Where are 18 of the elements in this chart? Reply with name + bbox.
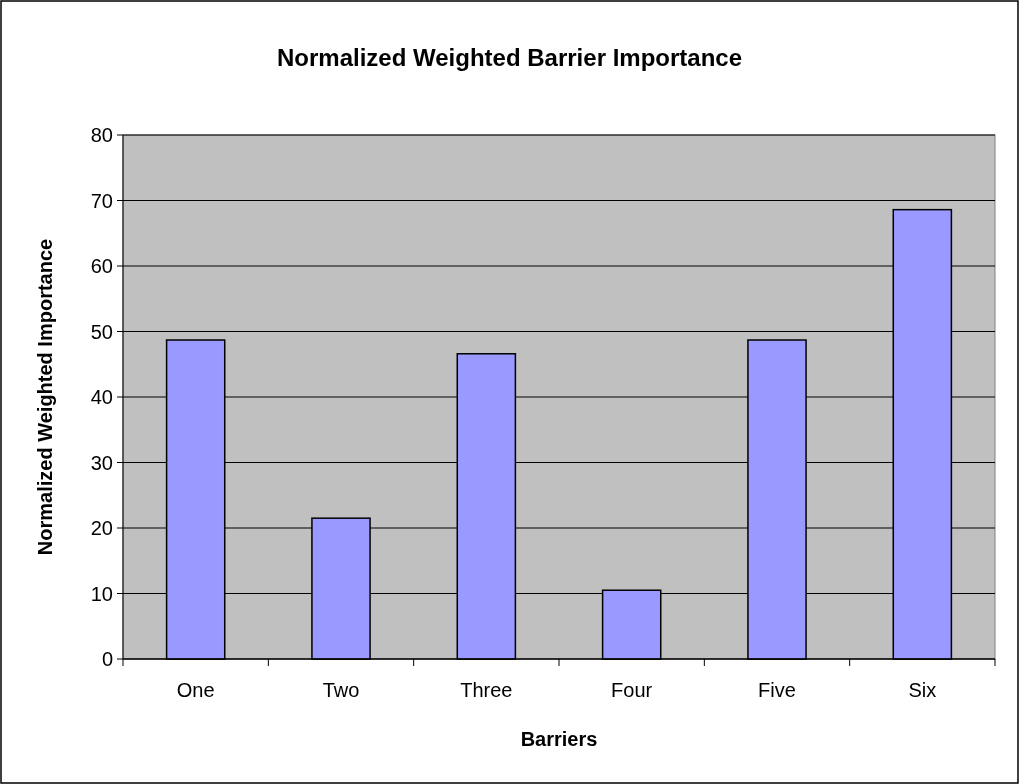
x-tick-label: Three xyxy=(460,679,513,701)
y-tick-label: 40 xyxy=(90,386,113,408)
y-tick-label: 50 xyxy=(90,320,113,343)
y-tick-label: 20 xyxy=(90,517,113,539)
x-tick-label: One xyxy=(176,679,215,701)
x-tick-label: Four xyxy=(611,679,653,701)
x-tick-label: Five xyxy=(758,679,796,701)
y-tick-label: 60 xyxy=(90,255,113,277)
y-tick-label: 10 xyxy=(90,582,113,605)
x-tick-label: Two xyxy=(322,679,360,701)
x-axis-title: Barriers xyxy=(520,728,598,750)
y-tick-label: 80 xyxy=(90,124,113,146)
chart-title: Normalized Weighted Barrier Importance xyxy=(277,44,742,71)
y-tick-label: 70 xyxy=(90,189,113,212)
y-tick-label: 30 xyxy=(90,451,113,474)
y-axis-title: Normalized Weighted Importance xyxy=(34,238,56,556)
y-tick-label: 0 xyxy=(101,648,113,670)
x-tick-label: Six xyxy=(908,679,937,701)
